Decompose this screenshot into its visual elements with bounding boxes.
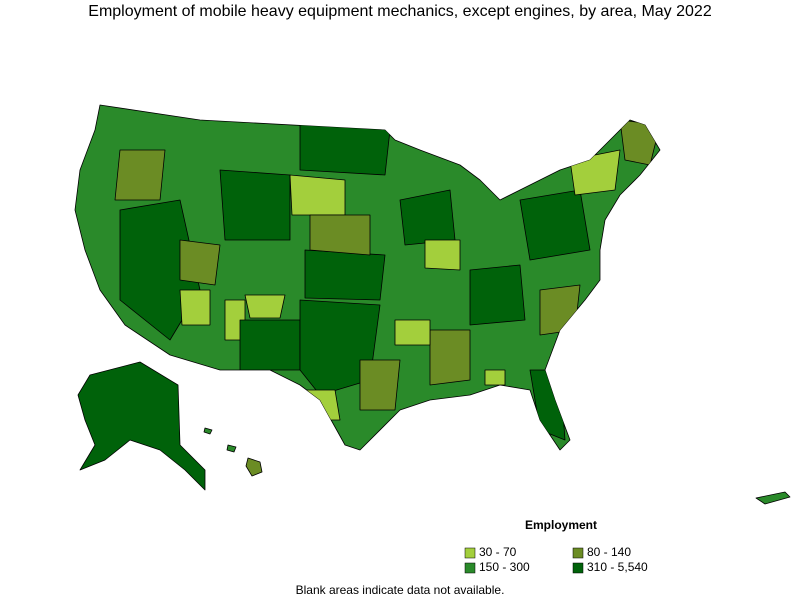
region <box>399 189 456 246</box>
region <box>424 239 461 271</box>
alaska <box>77 361 206 491</box>
region <box>619 119 660 166</box>
region <box>114 149 166 201</box>
legend-swatch <box>572 562 584 574</box>
region <box>179 239 221 286</box>
legend-swatch <box>464 562 476 574</box>
region <box>519 189 591 261</box>
region <box>299 119 391 176</box>
region <box>569 149 621 196</box>
hawaii <box>203 427 213 435</box>
legend-swatch <box>464 547 476 559</box>
legend-swatch <box>572 547 584 559</box>
legend: Employment 30 - 70 80 - 140 150 - 300 310 -… <box>464 518 648 574</box>
legend-title: Employment <box>525 518 597 532</box>
legend-label: 310 - 5,540 <box>587 560 648 574</box>
legend-label: 80 - 140 <box>587 545 631 559</box>
region <box>484 369 506 386</box>
region <box>239 319 301 371</box>
region <box>289 174 346 216</box>
legend-label: 30 - 70 <box>479 545 517 559</box>
region <box>539 284 581 336</box>
footnote: Blank areas indicate data not available. <box>296 583 505 597</box>
region <box>219 169 291 241</box>
legend-label: 150 - 300 <box>479 560 530 574</box>
puerto-rico <box>755 491 791 505</box>
region <box>469 264 526 326</box>
region <box>429 329 471 386</box>
region <box>359 359 401 411</box>
region <box>179 289 211 326</box>
region <box>244 294 286 319</box>
hawaii <box>245 457 263 477</box>
region <box>309 214 371 256</box>
hawaii <box>226 444 237 453</box>
map <box>74 104 791 505</box>
region <box>304 249 386 301</box>
region <box>394 319 431 346</box>
map-title: Employment of mobile heavy equipment mec… <box>88 3 712 20</box>
